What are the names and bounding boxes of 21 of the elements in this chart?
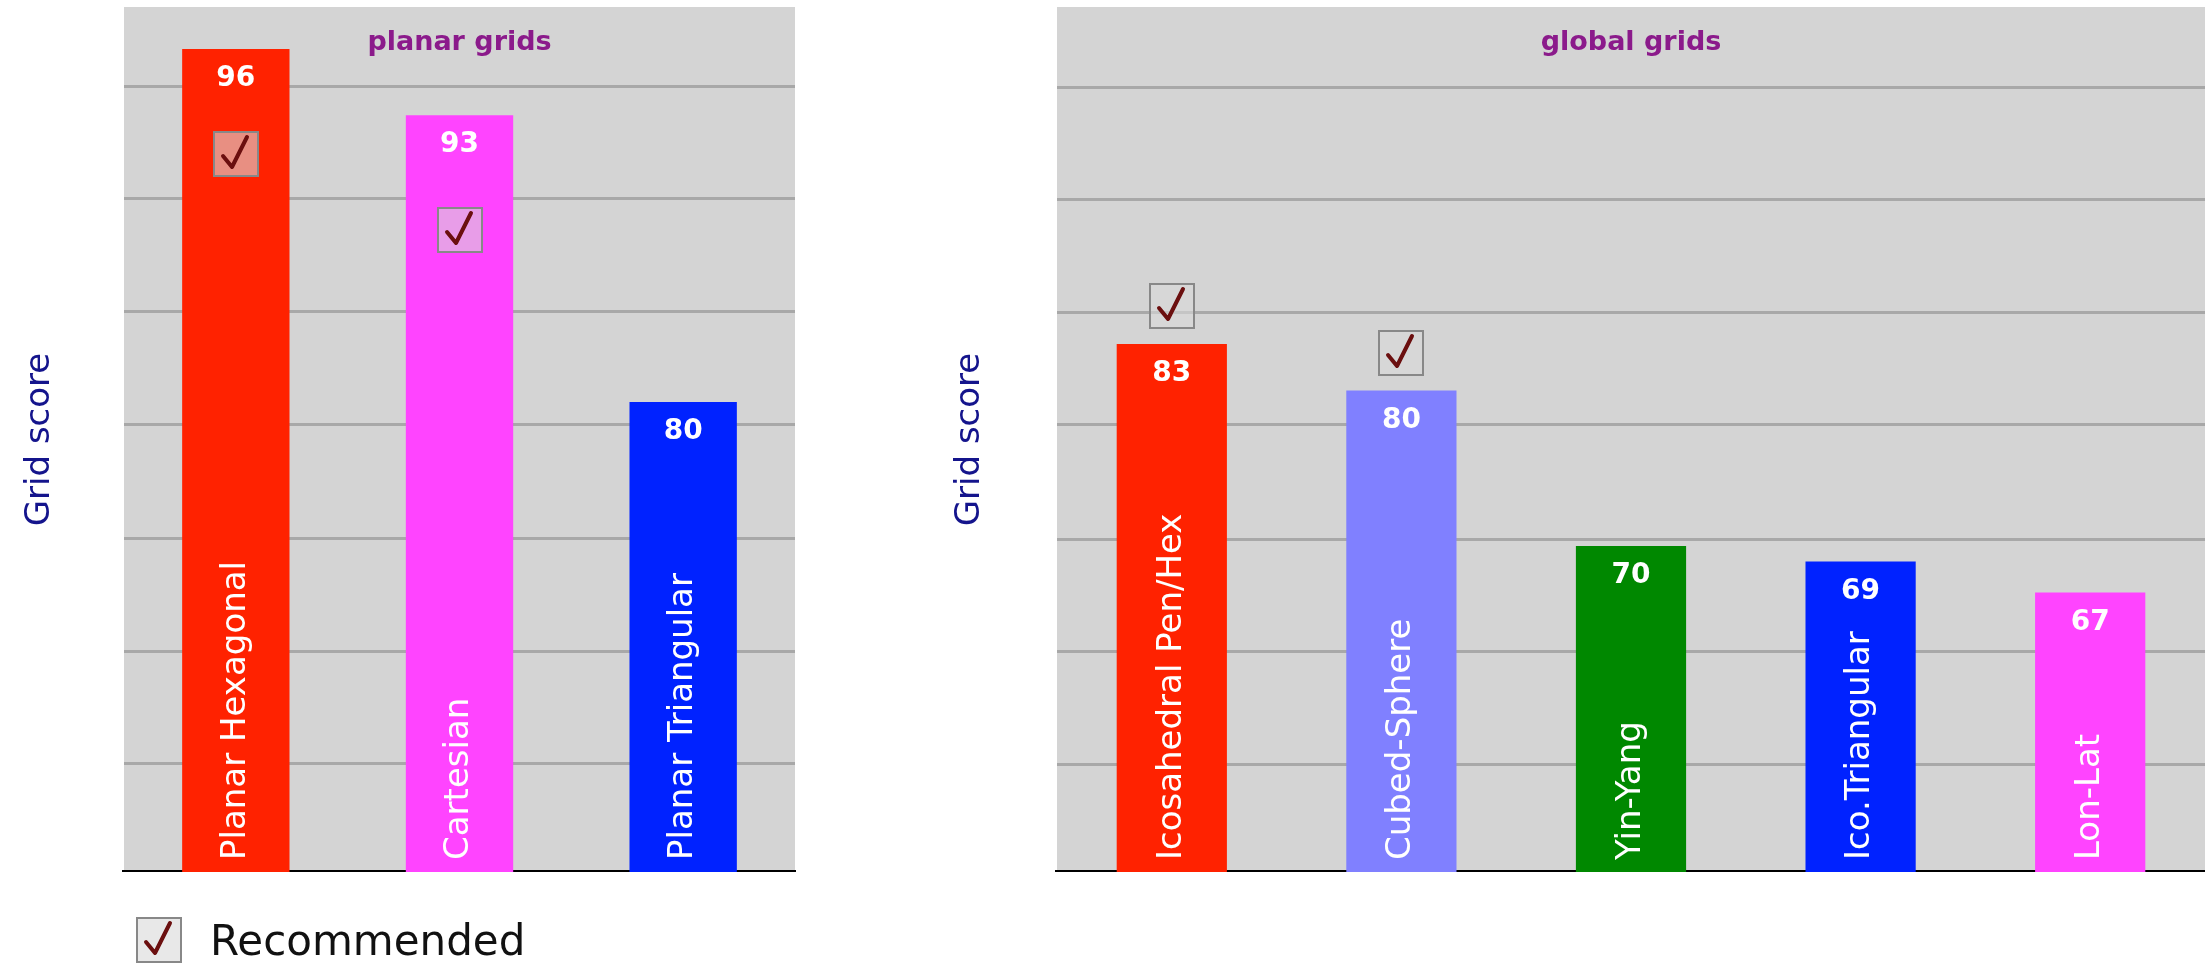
x-tick-label: Planar Hexagonal [212, 560, 253, 860]
data-label: 80 [663, 413, 703, 447]
text: planar grids [367, 25, 552, 57]
y-axis-title: Grid score [17, 352, 58, 527]
data-label: 83 [1152, 355, 1192, 389]
data-label: 80 [1381, 401, 1421, 435]
x-tick-label: Lon-Lat [2067, 733, 2108, 860]
data-label: 70 [1611, 557, 1651, 591]
data-label: 96 [216, 60, 256, 94]
data-label: 69 [1841, 572, 1881, 606]
data-label: 67 [2070, 603, 2110, 637]
x-tick-label: Cartesian [436, 697, 477, 860]
x-tick-label: Ico.Triangular [1837, 631, 1878, 860]
y-axis-title: Grid score [947, 352, 988, 527]
x-tick-label: Icosahedral Pen/Hex [1148, 513, 1189, 860]
data-label: 93 [440, 126, 479, 160]
x-tick-label: Planar Triangular [659, 573, 700, 860]
x-tick-label: Cubed-Sphere [1378, 618, 1419, 860]
text: global grids [1540, 25, 1722, 57]
text: Recommended [210, 915, 526, 965]
x-tick-label: Yin-Yang [1607, 721, 1648, 861]
